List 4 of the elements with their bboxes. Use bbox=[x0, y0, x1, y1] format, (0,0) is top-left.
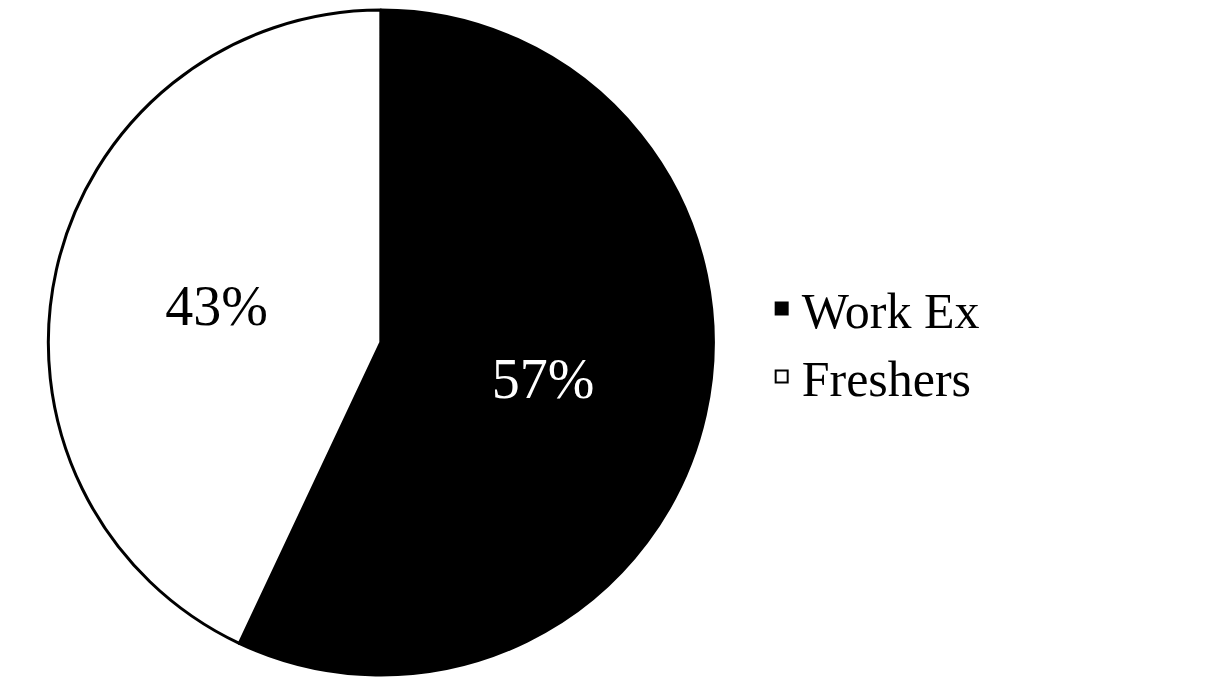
data-label: 43% bbox=[165, 274, 268, 337]
data-label: 57% bbox=[491, 347, 595, 410]
legend-label: Work Ex bbox=[801, 283, 980, 339]
legend-label: Freshers bbox=[801, 351, 972, 407]
